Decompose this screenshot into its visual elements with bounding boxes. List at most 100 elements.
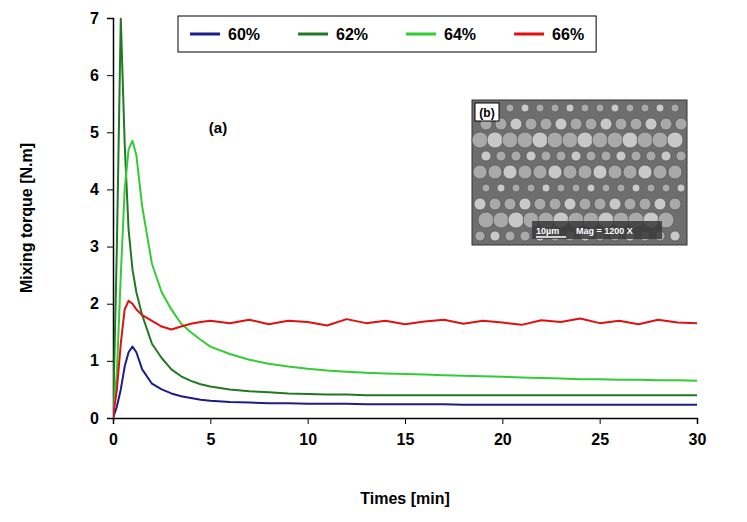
inset-particle: [512, 184, 520, 192]
inset-particle: [639, 198, 651, 210]
plot-area: 05101520253001234567: [90, 10, 706, 448]
inset-particle: [557, 184, 565, 192]
x-tick: 20: [494, 418, 512, 448]
inset-particle: [676, 151, 686, 161]
inset-particle: [489, 198, 501, 210]
inset-particle: [517, 132, 533, 148]
legend: 60%62%64%66%: [178, 16, 596, 52]
legend-swatch: [298, 33, 328, 36]
inset-particle: [551, 104, 559, 112]
inset-particle: [596, 104, 604, 112]
legend-label: 64%: [444, 26, 476, 43]
inset-particle: [518, 165, 532, 179]
inset-particle: [617, 184, 625, 192]
inset-particle: [490, 231, 500, 241]
inset-particle: [542, 184, 550, 192]
inset-label: (b): [479, 106, 494, 120]
inset-particle: [585, 118, 597, 130]
inset-particle: [536, 104, 544, 112]
y-tick-label: 5: [90, 124, 99, 141]
y-tick-mark: [107, 18, 113, 19]
inset-scale-bar: [536, 236, 566, 238]
inset-particle: [488, 165, 502, 179]
inset-particle: [511, 151, 521, 161]
inset-particle: [475, 231, 485, 241]
x-tick-label: 30: [689, 431, 707, 448]
inset-particles: [472, 104, 687, 241]
legend-label: 60%: [228, 26, 260, 43]
y-tick-label: 3: [90, 238, 99, 255]
inset-particle: [549, 198, 561, 210]
inset-particle: [562, 132, 578, 148]
x-axis: 051015202530: [109, 418, 706, 448]
series-group: [113, 18, 697, 418]
y-tick-mark: [107, 75, 113, 76]
inset-particle: [570, 118, 582, 130]
y-tick-label: 7: [90, 10, 99, 27]
y-tick-label: 1: [90, 352, 99, 369]
legend-box: [178, 16, 596, 52]
inset-particle: [646, 151, 656, 161]
y-axis: 01234567: [90, 10, 113, 427]
legend-swatch: [514, 33, 544, 36]
y-tick-mark: [107, 189, 113, 190]
inset-particle: [602, 184, 610, 192]
inset-particle: [601, 151, 611, 161]
inset-particle: [521, 104, 529, 112]
inset-particle: [566, 104, 574, 112]
y-tick: 5: [90, 124, 113, 141]
inset-particle: [548, 165, 562, 179]
inset-caption-patch: [532, 221, 662, 239]
inset-particle: [496, 151, 506, 161]
inset-particle: [616, 151, 626, 161]
inset-particle: [626, 104, 634, 112]
inset-particle: [609, 198, 621, 210]
inset-particle: [487, 132, 503, 148]
inset-particle: [669, 198, 681, 210]
inset-particle: [660, 118, 672, 130]
inset-particle: [668, 165, 682, 179]
inset-particle: [534, 198, 546, 210]
y-tick-mark: [107, 418, 113, 419]
y-tick-label: 4: [90, 181, 99, 198]
inset-particle: [647, 184, 655, 192]
inset-particle: [510, 118, 522, 130]
inset-particle: [526, 151, 536, 161]
inset-particle: [577, 132, 593, 148]
inset-particle: [520, 231, 530, 241]
inset-particle: [637, 132, 653, 148]
y-tick: 0: [90, 410, 113, 427]
inset-particle: [671, 104, 679, 112]
inset-particle: [670, 231, 680, 241]
inset-particle: [525, 118, 537, 130]
inset-particle: [473, 165, 487, 179]
inset-magnification: Mag = 1200 X: [576, 226, 633, 236]
y-axis-title: Mixing torque [N.m]: [18, 143, 35, 293]
inset-particle: [563, 165, 577, 179]
inset-particle: [506, 104, 514, 112]
inset-particle: [579, 198, 591, 210]
inset-particle: [541, 151, 551, 161]
inset-particle: [504, 198, 516, 210]
inset-particle: [527, 184, 535, 192]
inset-particle: [624, 198, 636, 210]
x-tick: 5: [206, 418, 215, 448]
inset-particle: [482, 184, 490, 192]
inset-particle: [661, 151, 671, 161]
panel-label: (a): [209, 119, 227, 136]
x-axis-line: [114, 419, 698, 425]
x-tick-mark: [405, 418, 406, 424]
y-tick: 6: [90, 67, 113, 84]
inset-particle: [656, 104, 664, 112]
inset-particle: [540, 118, 552, 130]
inset-particle: [572, 184, 580, 192]
inset-particle: [505, 231, 515, 241]
x-tick: 15: [397, 418, 415, 448]
inset-particle: [503, 165, 517, 179]
inset-particle: [622, 132, 638, 148]
y-tick: 7: [90, 10, 113, 27]
series-line: [113, 301, 697, 418]
inset-particle: [645, 118, 657, 130]
inset-particle: [481, 151, 491, 161]
y-tick: 4: [90, 181, 113, 198]
